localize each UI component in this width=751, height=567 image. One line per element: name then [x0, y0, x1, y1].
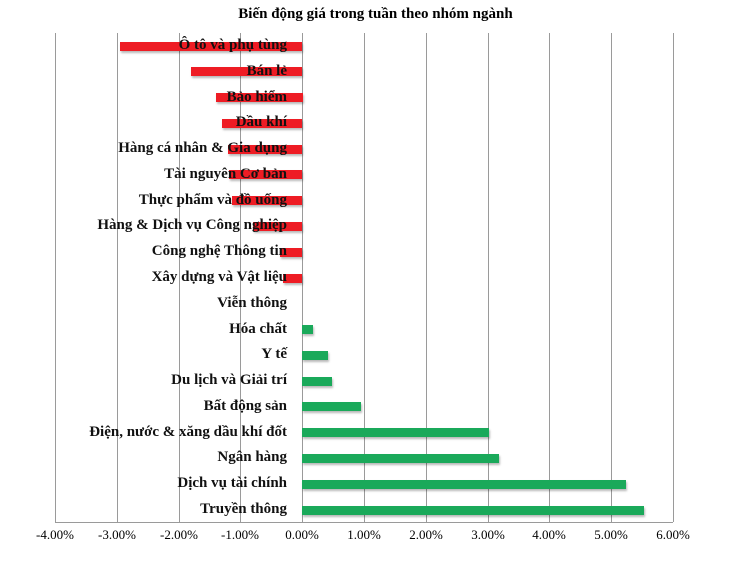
category-label: Ngân hàng	[217, 449, 287, 465]
category-label: Y tế	[261, 346, 287, 362]
gridline	[179, 33, 180, 522]
bar	[280, 248, 302, 257]
category-label: Ô tô và phụ tùng	[178, 37, 287, 53]
category-label: Dầu khí	[235, 114, 287, 130]
bar	[216, 93, 303, 102]
gridline	[117, 33, 118, 522]
bar	[302, 377, 332, 386]
gridline	[364, 33, 365, 522]
category-label: Truyền thông	[200, 501, 287, 517]
chart-title: Biến động giá trong tuần theo nhóm ngành	[238, 6, 513, 22]
x-axis-line	[55, 522, 673, 523]
bar	[229, 170, 302, 179]
gridline	[488, 33, 489, 522]
bar	[283, 274, 302, 283]
x-tick-label: -2.00%	[160, 527, 198, 542]
x-tick-label: 5.00%	[594, 527, 628, 542]
gridline	[549, 33, 550, 522]
bar	[253, 222, 302, 231]
bar	[302, 402, 361, 411]
gridline	[55, 33, 56, 522]
category-label: Hàng & Dịch vụ Công nghiệp	[97, 217, 287, 233]
gridline	[426, 33, 427, 522]
bar	[302, 506, 644, 515]
x-tick-label: 3.00%	[471, 527, 505, 542]
bar	[120, 42, 302, 51]
x-tick-label: 1.00%	[347, 527, 381, 542]
gridline	[240, 33, 241, 522]
category-label: Tài nguyên Cơ bản	[164, 166, 287, 182]
bar	[191, 67, 302, 76]
gridline	[302, 33, 303, 522]
x-tick-label: 6.00%	[656, 527, 690, 542]
x-tick-label: 0.00%	[285, 527, 319, 542]
bar	[302, 480, 626, 489]
category-label: Thực phẩm và đồ uống	[138, 192, 287, 208]
gridline	[611, 33, 612, 522]
category-label: Bảo hiểm	[226, 89, 287, 105]
bar	[302, 428, 489, 437]
bar	[232, 196, 302, 205]
bar	[302, 325, 313, 334]
bar	[302, 454, 499, 463]
category-label: Bất động sản	[203, 398, 287, 414]
category-label: Hàng cá nhân & Gia dụng	[118, 140, 287, 156]
category-label: Viễn thông	[217, 295, 287, 311]
x-tick-label: 4.00%	[532, 527, 566, 542]
bar	[228, 145, 302, 154]
category-label: Điện, nước & xăng dầu khí đốt	[89, 424, 287, 440]
x-tick-label: 2.00%	[409, 527, 443, 542]
x-tick-label: -4.00%	[36, 527, 74, 542]
gridline	[673, 33, 674, 522]
bar	[302, 351, 328, 360]
category-label: Bán lẻ	[246, 63, 287, 79]
category-label: Xây dựng và Vật liệu	[151, 269, 287, 285]
category-label: Du lịch và Giải trí	[171, 372, 287, 388]
category-label: Công nghệ Thông tin	[151, 243, 287, 259]
category-label: Hóa chất	[229, 321, 287, 337]
bar	[222, 119, 302, 128]
x-tick-label: -3.00%	[98, 527, 136, 542]
category-label: Dịch vụ tài chính	[177, 475, 287, 491]
x-tick-label: -1.00%	[221, 527, 259, 542]
